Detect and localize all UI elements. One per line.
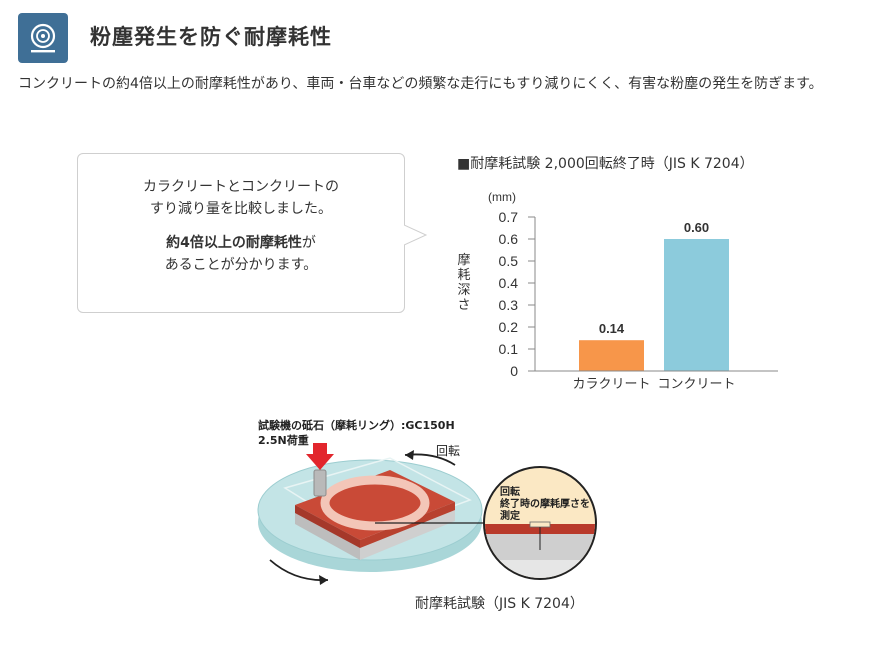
y-tick-label: 0.7 xyxy=(499,209,519,225)
load-label: 2.5N荷重 xyxy=(258,434,309,447)
comparison-callout: カラクリートとコンクリートの すり減り量を比較しました。 約4倍以上の耐摩耗性が… xyxy=(77,153,405,313)
grindstone-label: 試験機の砥石（摩耗リング）:GC150H xyxy=(258,419,455,432)
callout-emphasis: 約4倍以上の耐摩耗性 xyxy=(166,235,302,251)
bar-caracrete xyxy=(579,340,644,371)
y-tick-label: 0 xyxy=(510,363,518,379)
y-axis-label-char: 耗 xyxy=(457,268,470,283)
y-tick-label: 0.1 xyxy=(499,341,519,357)
tire-icon-graphic xyxy=(30,23,56,53)
chart-title: ■耐摩耗試験 2,000回転終了時（JIS K 7204） xyxy=(457,156,754,172)
y-tick-label: 0.3 xyxy=(499,297,519,313)
x-category-label: カラクリート xyxy=(572,377,650,392)
rotation-label: 回転 xyxy=(436,444,461,458)
y-tick-label: 0.4 xyxy=(499,275,519,291)
bar-concrete xyxy=(664,239,729,371)
y-axis-label-char: 深 xyxy=(457,283,470,298)
measure-label-2: 終了時の摩耗厚さを xyxy=(500,499,590,510)
y-axis-label-char: さ xyxy=(457,298,470,313)
callout-suffix: が xyxy=(301,235,316,251)
y-tick-label: 0.6 xyxy=(499,231,519,247)
y-tick-label: 0.2 xyxy=(499,319,519,335)
callout-line-4: あることが分かります。 xyxy=(164,257,318,273)
chart-unit-label: (mm) xyxy=(488,190,516,204)
y-axis-label-char: 摩 xyxy=(457,252,470,268)
bar-value-label: 0.14 xyxy=(599,321,625,336)
measure-label-3: 測定 xyxy=(500,511,520,522)
bar-value-label: 0.60 xyxy=(684,220,709,235)
x-category-label: コンクリート xyxy=(657,377,735,392)
sample-base-left xyxy=(295,513,360,560)
callout-tail xyxy=(404,224,428,246)
measure-label-1: 回転 xyxy=(500,487,520,498)
intro-text: コンクリートの約4倍以上の耐摩耗性があり、車両・台車などの頻繁な走行にもすり減り… xyxy=(18,76,823,92)
callout-line-2: すり減り量を比較しました。 xyxy=(150,201,332,217)
abrasion-test-diagram xyxy=(257,443,597,585)
callout-line-1: カラクリートとコンクリートの xyxy=(143,179,339,195)
section-title: 粉塵発生を防ぐ耐摩耗性 xyxy=(90,25,332,49)
load-arrow-icon xyxy=(306,443,334,470)
grindstone-icon xyxy=(313,469,327,497)
callout-line-3: 約4倍以上の耐摩耗性が xyxy=(78,232,404,254)
y-tick-label: 0.5 xyxy=(499,253,519,269)
wear-ring xyxy=(320,475,430,531)
tire-icon xyxy=(18,13,68,63)
diagram-caption: 耐摩耗試験（JIS K 7204） xyxy=(415,596,584,612)
